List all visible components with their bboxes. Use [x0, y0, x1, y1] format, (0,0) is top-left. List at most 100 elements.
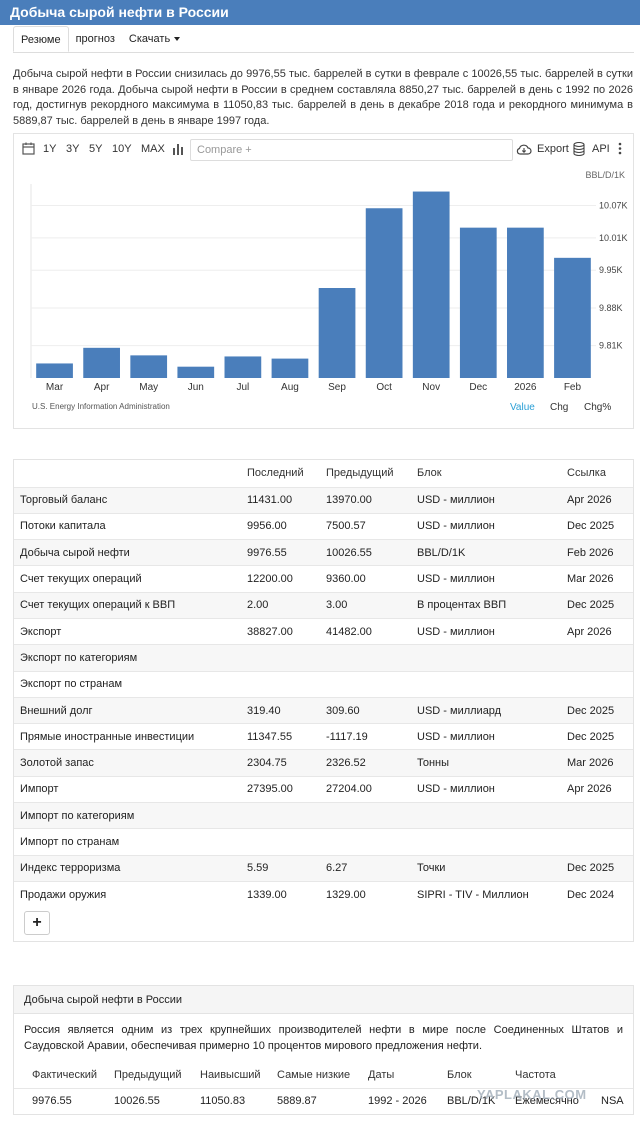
cloud-download-icon[interactable] — [516, 143, 532, 159]
mode-chg[interactable]: Chg — [550, 402, 569, 413]
table-row[interactable]: Добыча сырой нефти 9976.55 10026.55 BBL/D/1… — [14, 539, 633, 566]
indicator-previous: -1117.19 — [326, 723, 417, 750]
indicator-previous: 2326.52 — [326, 749, 417, 777]
indicator-name[interactable]: Индекс терроризма — [14, 854, 247, 882]
x-tick-label: Nov — [422, 382, 440, 393]
indicator-unit: USD - миллиард — [417, 696, 567, 724]
indicator-previous — [326, 802, 417, 829]
bar[interactable] — [459, 227, 497, 378]
table-row[interactable]: Экспорт по странам — [14, 670, 633, 698]
range-max[interactable]: MAX — [141, 143, 165, 155]
indicator-name[interactable]: Продажи оружия — [14, 880, 247, 908]
calendar-icon[interactable] — [22, 142, 35, 158]
indicator-previous: 10026.55 — [326, 539, 417, 566]
indicator-name[interactable]: Экспорт по странам — [14, 670, 247, 698]
bar[interactable] — [507, 227, 544, 378]
indicator-name[interactable]: Добыча сырой нефти — [14, 539, 247, 566]
more-menu-icon[interactable] — [618, 142, 622, 158]
indicator-name[interactable]: Экспорт — [14, 617, 247, 645]
indicator-name[interactable]: Торговый баланс — [14, 486, 247, 514]
indicator-previous: 3.00 — [326, 591, 417, 619]
indicator-last: 12200.00 — [247, 565, 326, 593]
bar[interactable] — [177, 366, 215, 378]
indicator-previous: 41482.00 — [326, 617, 417, 645]
indicator-unit — [417, 644, 567, 672]
mode-chg-percent[interactable]: Chg% — [584, 402, 612, 413]
bar[interactable] — [271, 358, 309, 378]
table-row[interactable]: Импорт по категориям — [14, 802, 633, 829]
indicator-name[interactable]: Импорт по категориям — [14, 802, 247, 829]
table-row[interactable]: Экспорт 38827.00 41482.00 USD - миллион Apr … — [14, 617, 633, 645]
table-row[interactable]: Счет текущих операций к ВВП 2.00 3.00 В про… — [14, 591, 633, 619]
range-5y[interactable]: 5Y — [89, 143, 103, 155]
stats-actual-value: 9976.55 — [14, 1087, 114, 1114]
indicator-reference: Dec 2025 — [567, 854, 633, 882]
col-name-header — [14, 460, 247, 487]
table-row[interactable]: Потоки капитала 9956.00 7500.57 USD - милли… — [14, 512, 633, 540]
table-row[interactable]: Золотой запас 2304.75 2326.52 Тонны Mar 2026 — [14, 749, 633, 777]
col-previous-header: Предыдущий — [326, 467, 394, 480]
indicator-name[interactable]: Экспорт по категориям — [14, 644, 247, 672]
col-reference-header: Ссылка — [567, 467, 606, 480]
indicator-name[interactable]: Потоки капитала — [14, 512, 247, 540]
indicator-name[interactable]: Импорт по странам — [14, 828, 247, 856]
table-row[interactable]: Внешний долг 319.40 309.60 USD - миллиард De… — [14, 696, 633, 724]
table-row[interactable]: Прямые иностранные инвестиции 11347.55 -11… — [14, 723, 633, 750]
indicator-previous — [326, 670, 417, 698]
indicator-name[interactable]: Золотой запас — [14, 749, 247, 777]
indicator-name[interactable]: Внешний долг — [14, 696, 247, 724]
range-1y[interactable]: 1Y — [43, 143, 57, 155]
table-row[interactable]: Продажи оружия 1339.00 1329.00 SIPRI - TIV … — [14, 880, 633, 908]
stats-extra-header — [601, 1063, 633, 1088]
indicator-last: 2.00 — [247, 591, 326, 619]
tab-bar: Резюме прогноз Скачать — [13, 26, 187, 52]
chart-type-icon[interactable] — [172, 143, 184, 158]
stats-previous-header: Предыдущий — [114, 1069, 182, 1082]
tab-summary[interactable]: Резюме — [13, 26, 69, 52]
table-row[interactable]: Торговый баланс 11431.00 13970.00 USD - мил… — [14, 486, 633, 514]
tab-download[interactable]: Скачать — [122, 26, 187, 52]
indicator-name[interactable]: Импорт — [14, 775, 247, 803]
stats-adjustment-value: NSA — [601, 1087, 633, 1114]
indicator-last: 27395.00 — [247, 775, 326, 803]
col-unit-header: Блок — [417, 467, 442, 480]
stats-actual-header: Фактический — [32, 1069, 98, 1082]
x-tick-label: Apr — [94, 382, 110, 393]
bar[interactable] — [36, 363, 73, 378]
table-row[interactable]: Индекс терроризма 5.59 6.27 Точки Dec 2025 — [14, 854, 633, 882]
table-row[interactable]: Импорт по странам — [14, 828, 633, 856]
indicator-name[interactable]: Счет текущих операций — [14, 565, 247, 593]
stats-dates-header: Даты — [368, 1069, 395, 1082]
x-tick-label: Dec — [469, 382, 487, 393]
tab-forecast[interactable]: прогноз — [75, 33, 115, 45]
bar[interactable] — [365, 208, 403, 378]
indicator-reference: Dec 2025 — [567, 696, 633, 724]
summary-text: Добыча сырой нефти в России снизилась до… — [13, 68, 633, 127]
indicator-name[interactable]: Прямые иностранные инвестиции — [14, 723, 247, 750]
mode-value[interactable]: Value — [510, 402, 535, 413]
indicator-last: 9976.55 — [247, 539, 326, 566]
bar[interactable] — [412, 191, 450, 378]
range-3y[interactable]: 3Y — [66, 143, 80, 155]
bar[interactable] — [83, 347, 120, 378]
database-icon[interactable] — [573, 141, 585, 159]
indicator-name[interactable]: Счет текущих операций к ВВП — [14, 591, 247, 619]
stats-unit-value: BBL/D/1K — [447, 1087, 515, 1114]
bar[interactable] — [554, 257, 591, 378]
table-row[interactable]: Экспорт по категориям — [14, 644, 633, 672]
bar[interactable] — [224, 356, 262, 378]
export-button[interactable]: Export — [537, 143, 569, 155]
y-tick-label: 9.88K — [599, 303, 623, 313]
add-indicator-button[interactable]: + — [24, 911, 50, 935]
indicator-reference — [567, 644, 633, 672]
table-row[interactable]: Счет текущих операций 12200.00 9360.00 USD … — [14, 565, 633, 593]
api-button[interactable]: API — [592, 143, 610, 155]
indicator-last — [247, 644, 326, 672]
bar[interactable] — [130, 355, 168, 378]
range-10y[interactable]: 10Y — [112, 143, 132, 155]
indicator-previous: 7500.57 — [326, 512, 417, 540]
indicator-last: 9956.00 — [247, 512, 326, 540]
bar[interactable] — [318, 288, 356, 378]
table-row[interactable]: Импорт 27395.00 27204.00 USD - миллион Apr 2… — [14, 775, 633, 803]
compare-input[interactable]: Compare + — [190, 139, 513, 161]
